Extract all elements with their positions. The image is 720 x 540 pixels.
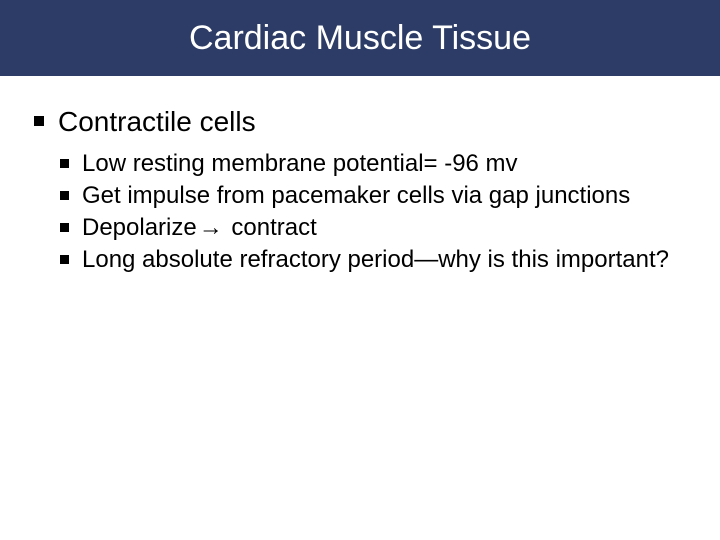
level1-item-text: Contractile cells — [58, 106, 256, 137]
level1-item: Contractile cells Low resting membrane p… — [30, 104, 690, 275]
level1-list: Contractile cells Low resting membrane p… — [30, 104, 690, 275]
level2-item-text-after: contract — [225, 214, 317, 241]
level2-item: Depolarize→ contract — [58, 213, 690, 243]
level2-item: Low resting membrane potential= -96 mv — [58, 149, 690, 179]
slide-content: Contractile cells Low resting membrane p… — [0, 76, 720, 275]
level2-item-text: Low resting membrane potential= -96 mv — [82, 150, 518, 177]
level2-item: Long absolute refractory period—why is t… — [58, 245, 690, 275]
title-bar: Cardiac Muscle Tissue — [0, 0, 720, 76]
slide-title: Cardiac Muscle Tissue — [189, 19, 531, 58]
level2-item-text-before: Depolarize — [82, 214, 197, 241]
level2-item: Get impulse from pacemaker cells via gap… — [58, 181, 690, 211]
level2-list: Low resting membrane potential= -96 mv G… — [58, 149, 690, 275]
arrow-icon: → — [197, 213, 225, 243]
level2-item-text: Get impulse from pacemaker cells via gap… — [82, 182, 630, 209]
level2-item-text: Long absolute refractory period—why is t… — [82, 246, 669, 273]
